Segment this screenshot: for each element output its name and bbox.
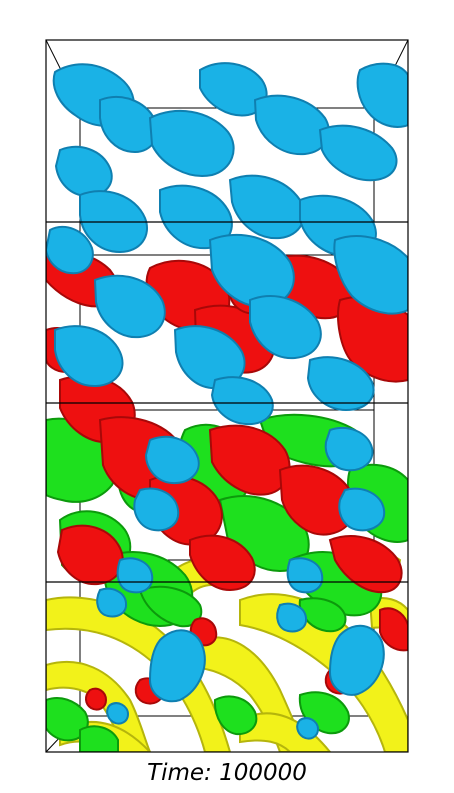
time-caption: Time: 100000 xyxy=(147,760,307,786)
bounding-box-front xyxy=(45,39,409,753)
phase-blue-surface xyxy=(46,62,408,740)
